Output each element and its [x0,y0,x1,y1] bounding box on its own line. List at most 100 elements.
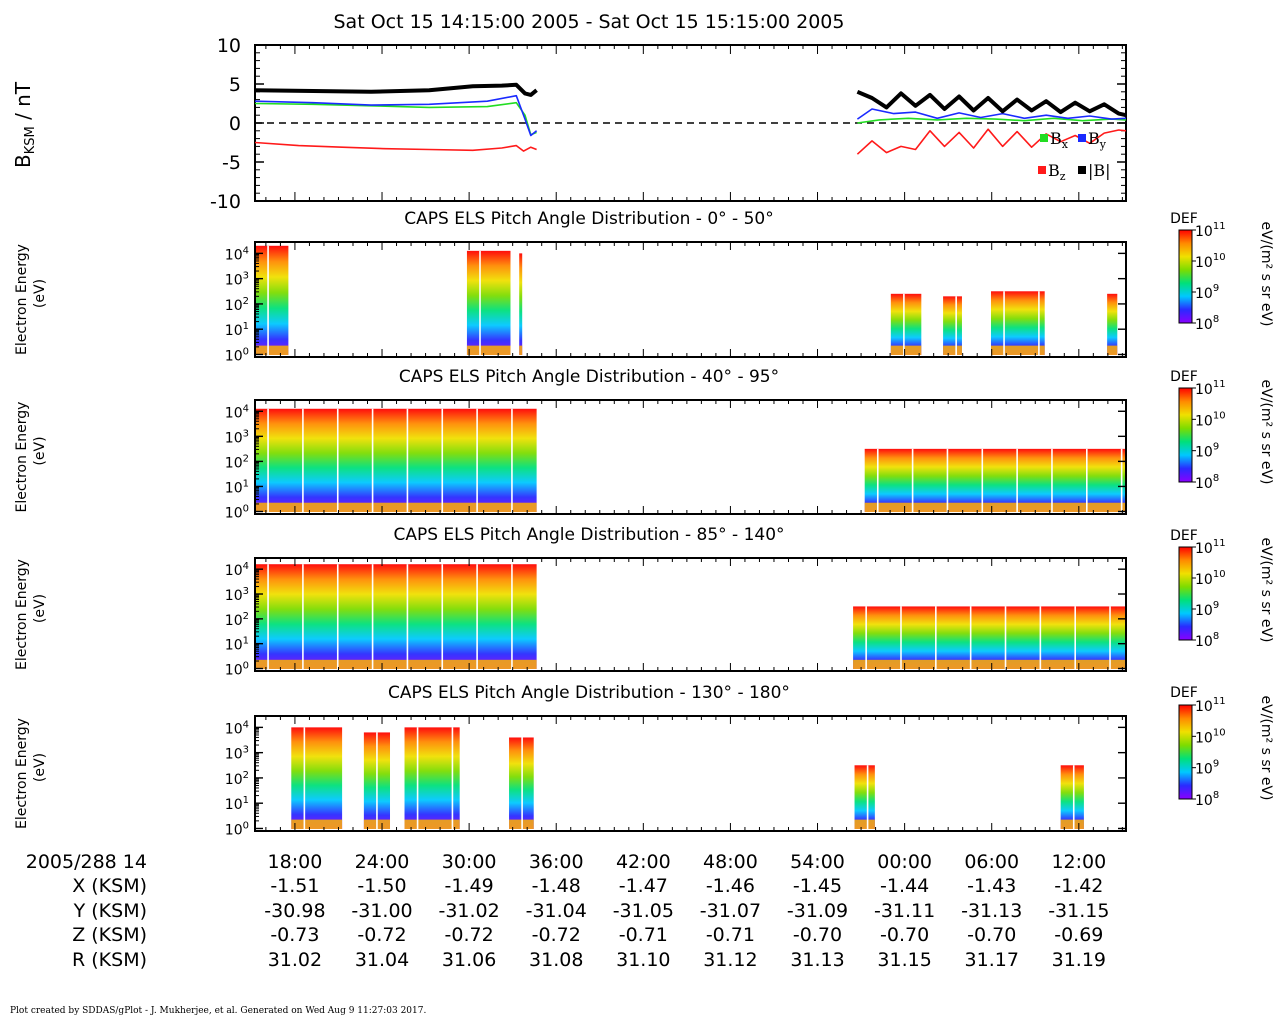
spectrogram-title: CAPS ELS Pitch Angle Distribution - 130°… [388,683,790,703]
time-tick-label: 30:00 [442,851,497,873]
ephemeris-value: -31.07 [700,900,761,922]
spectrogram-data-block [255,408,537,512]
colorbar-label: DEF [1170,528,1198,544]
spectrogram-frame [254,399,1127,515]
low-energy-band [466,345,511,355]
spectrogram-frame [254,715,1127,832]
colorbar-unit: eV/(m² s sr eV) [1258,696,1274,801]
spectrogram-ytick-label: 104 [225,245,249,263]
colorbar-unit: eV/(m² s sr eV) [1258,380,1274,485]
ephemeris-value: -1.50 [357,875,406,897]
spectrogram-data-block [853,606,1126,669]
spectrogram-ytick-label: 103 [225,586,249,604]
spectrogram-data-block [466,250,511,355]
ephemeris-value: 31.10 [616,949,670,971]
ephemeris-value: -1.49 [445,875,494,897]
mag-series-bmag [254,82,538,97]
time-tick-label: 06:00 [964,851,1019,873]
colorbar [1178,704,1193,800]
time-tick-label: 54:00 [790,851,845,873]
low-energy-band [404,819,460,829]
ephemeris-value: -1.45 [793,875,842,897]
ephemeris-value: -31.05 [613,900,674,922]
spectrogram-ytick-label: 100 [225,820,249,838]
colorbar-label: DEF [1170,211,1198,227]
time-tick-label: 18:00 [268,851,323,873]
spectrogram-ytick-label: 102 [225,296,249,314]
legend-label-bz: Bz [1048,161,1066,183]
ephemeris-value: -0.72 [357,924,406,946]
ephemeris-value: -1.43 [967,875,1016,897]
ephemeris-row-label: Z (KSM) [72,924,147,946]
magnetic-field-panel: 10 5 0 -5 -10 BKSM / nT Bx By Bz |B| [11,35,1127,213]
ephemeris-row-label: 2005/288 14 [26,851,147,873]
mag-series-by [254,94,538,137]
colorbar-tick-label: 1011 [1195,696,1226,715]
colorbar-unit: eV/(m² s sr eV) [1258,222,1274,327]
ephemeris-value: -1.48 [532,875,581,897]
spectrogram-data-block [943,296,962,355]
ephemeris-value: -0.70 [880,924,929,946]
legend-swatch-bmag [1078,166,1086,174]
ephemeris-value: -1.42 [1054,875,1103,897]
mag-ytick-label: 10 [217,35,241,57]
colorbar-unit: eV/(m² s sr eV) [1258,538,1274,643]
low-energy-band [1060,819,1084,829]
spectrogram-panel-4: CAPS ELS Pitch Angle Distribution - 130°… [14,683,1274,838]
ephemeris-value: -1.44 [880,875,929,897]
spectrogram-ytick-label: 100 [225,503,249,521]
colorbar-tick-label: 109 [1195,442,1219,461]
ephemeris-value: -0.72 [532,924,581,946]
colorbar-tick-label: 1010 [1195,569,1226,588]
ephemeris-value: -0.71 [706,924,755,946]
spectrogram-ylabel-unit: (eV) [32,436,48,465]
spectrogram-ytick-label: 102 [225,453,249,471]
mag-series-bz [856,128,1127,155]
ephemeris-value: 31.06 [442,949,496,971]
spectrogram-data-block [255,564,537,669]
ephemeris-value: 31.15 [877,949,931,971]
spectrogram-data-block [255,245,289,355]
spectrogram-ytick-label: 103 [225,271,249,289]
spectrogram-ylabel: Electron Energy [14,244,30,355]
mag-ytick-label: 5 [229,74,241,96]
spectrogram-ylabel: Electron Energy [14,559,30,670]
ephemeris-value: -30.98 [264,900,325,922]
spectrogram-ytick-label: 102 [225,770,249,788]
legend-label-bx: Bx [1050,129,1069,151]
spectrogram-ytick-label: 101 [225,478,249,496]
ephemeris-value: -31.13 [961,900,1022,922]
mag-ytick-label: 0 [229,113,241,135]
ephemeris-value: 31.08 [529,949,583,971]
ephemeris-row-label: Y (KSM) [73,900,147,922]
spectrogram-title: CAPS ELS Pitch Angle Distribution - 40° … [399,367,779,387]
ephemeris-value: -0.72 [445,924,494,946]
spectrogram-ytick-label: 101 [225,321,249,339]
legend-swatch-bx [1040,134,1048,142]
spectrogram-ylabel-unit: (eV) [32,594,48,623]
spectrogram-ytick-label: 104 [225,403,249,421]
low-energy-band [1107,345,1118,355]
ephemeris-value: -0.73 [270,924,319,946]
ephemeris-value: -1.46 [706,875,755,897]
spectrogram-data-block [404,727,460,829]
colorbar-tick-label: 108 [1195,631,1219,650]
ephemeris-value: -31.02 [438,900,499,922]
spectrogram-data-block [890,293,922,355]
spectrogram-ylabel-unit: (eV) [32,279,48,308]
spectrogram-data-block [990,291,1045,355]
time-tick-label: 36:00 [529,851,584,873]
time-tick-label: 12:00 [1051,851,1106,873]
spectrogram-ytick-label: 102 [225,611,249,629]
ephemeris-value: 31.19 [1052,949,1106,971]
low-energy-band [853,659,1126,669]
legend-label-bmag: |B| [1088,161,1111,180]
spectrogram-panel-2: CAPS ELS Pitch Angle Distribution - 40° … [14,367,1274,521]
colorbar-label: DEF [1170,369,1198,385]
spectrogram-frame [254,241,1127,358]
spectrogram-data-block [1060,765,1084,829]
low-energy-band [255,345,289,355]
colorbar-tick-label: 1011 [1195,379,1226,398]
spectrogram-ytick-label: 100 [225,346,249,364]
